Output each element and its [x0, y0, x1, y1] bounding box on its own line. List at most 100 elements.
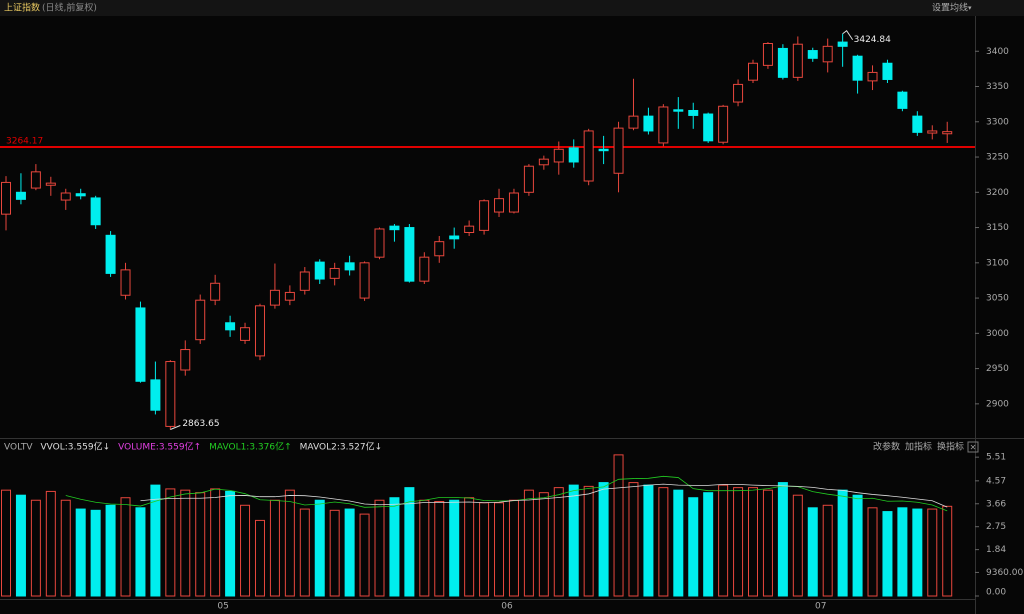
volume-bar: [553, 487, 564, 597]
y-tick-label: 3100: [986, 258, 1009, 268]
candle-body: [389, 225, 400, 231]
volume-bar: [583, 485, 594, 597]
volume-bar: [269, 499, 280, 597]
y-tick-label: 1.84: [986, 545, 1006, 555]
volume-bar: [225, 490, 236, 597]
candle-body: [344, 262, 355, 271]
volume-bar: [135, 507, 146, 597]
candle-body: [658, 106, 669, 144]
volume-bar: [927, 508, 938, 597]
x-tick-label: 07: [815, 602, 826, 612]
candle-body: [1, 181, 11, 215]
volume-bar: [60, 499, 71, 597]
candle-body: [30, 171, 41, 189]
volume-bar: [568, 484, 579, 597]
volume-bar: [688, 497, 699, 597]
volume-bar: [792, 494, 803, 597]
volume-bar: [195, 492, 206, 597]
min-arrow: [170, 425, 181, 430]
volume-bar: [45, 490, 56, 597]
candle-body: [882, 62, 893, 80]
volume-bar: [762, 489, 773, 597]
volume-bar: [508, 499, 519, 597]
volume-bar: [538, 492, 549, 597]
legend-entry: MAVOL1:3.376亿↑: [209, 441, 292, 453]
volume-bar: [479, 502, 490, 597]
candle-body: [374, 228, 385, 258]
candle-body: [494, 198, 505, 213]
candle-body: [613, 127, 624, 174]
candle-body: [254, 305, 265, 357]
y-tick-label: 2900: [986, 399, 1009, 409]
candle-body: [120, 269, 131, 296]
candle-body: [329, 267, 340, 279]
volume-bar: [374, 499, 385, 597]
y-tick-label: 3000: [986, 329, 1009, 339]
candle-body: [180, 349, 191, 371]
candle-body: [598, 148, 609, 152]
y-tick-label: 3350: [986, 82, 1009, 92]
volume-bar: [658, 487, 669, 597]
panel-button[interactable]: 加指标: [905, 441, 932, 453]
candle-body: [852, 55, 863, 81]
candle-body: [897, 91, 908, 109]
volume-bar: [434, 501, 445, 597]
candle-body: [449, 235, 460, 240]
close-box[interactable]: [967, 441, 979, 453]
candle-body: [135, 307, 146, 382]
candle-body: [15, 191, 26, 200]
title: 上证指数: [4, 2, 40, 14]
y-tick-label: 9360.00: [986, 568, 1023, 578]
candle-body: [538, 158, 549, 166]
candle-body: [822, 45, 833, 63]
volume-bar: [329, 509, 340, 597]
candle-body: [269, 289, 280, 306]
volume-bar: [912, 508, 923, 597]
close-icon[interactable]: ✕: [970, 443, 977, 452]
volume-bar: [180, 489, 191, 597]
candle-body: [359, 262, 370, 299]
volume-bar: [867, 507, 878, 597]
candle-body: [927, 130, 938, 134]
candle-body: [777, 47, 788, 78]
volume-bar: [777, 482, 788, 597]
panel-button[interactable]: 换指标: [937, 441, 964, 453]
menu-caret[interactable]: ▾: [968, 4, 972, 12]
candle-body: [628, 115, 639, 129]
volume-bar: [150, 484, 161, 597]
mavol-line: [65, 475, 948, 512]
volume-bar: [105, 504, 116, 597]
volume-bar: [822, 504, 833, 597]
volume-bar: [90, 509, 101, 597]
candle-body: [45, 182, 56, 186]
candle-body: [150, 379, 161, 411]
candle-body: [299, 271, 310, 291]
volume-bar: [882, 511, 893, 597]
y-tick-label: 3150: [986, 223, 1009, 233]
mavol-line: [140, 483, 948, 508]
volume-bar: [75, 508, 86, 597]
candle-body: [703, 113, 714, 142]
volume-bar: [643, 484, 654, 597]
panel-button[interactable]: 改参数: [873, 441, 900, 453]
volume-bar: [30, 499, 41, 597]
candle-body: [583, 130, 594, 182]
candle-body: [792, 43, 803, 78]
legend-entry: VVOL:3.559亿↓: [41, 441, 111, 453]
candle-body: [210, 282, 221, 301]
candle-body: [105, 234, 116, 274]
volume-bar: [837, 489, 848, 597]
candle-body: [314, 261, 325, 280]
candle-body: [464, 225, 475, 233]
volume-bar: [1, 489, 11, 597]
candle-body: [434, 241, 445, 257]
menu-button[interactable]: 设置均线: [932, 2, 968, 14]
candle-body: [479, 200, 490, 231]
volume-bar: [359, 513, 370, 597]
candle-body: [419, 256, 430, 282]
volume-bar: [165, 488, 176, 597]
y-tick-label: 4.57: [986, 476, 1006, 486]
max-label: 3424.84: [854, 35, 891, 45]
candle-body: [284, 291, 295, 301]
